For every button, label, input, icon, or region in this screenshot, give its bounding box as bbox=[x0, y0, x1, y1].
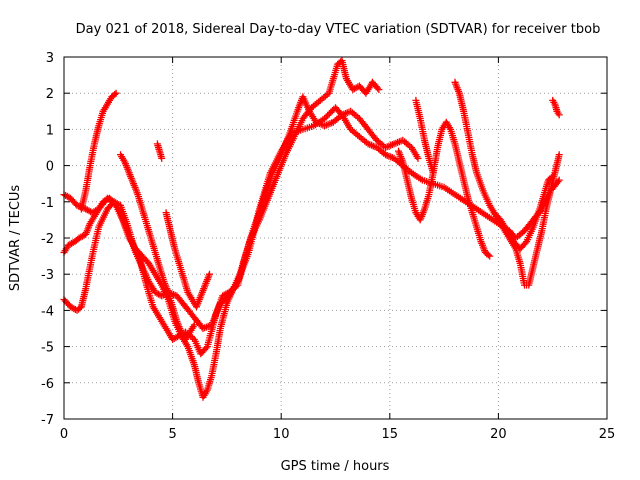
data-point bbox=[322, 113, 330, 121]
data-point bbox=[484, 251, 492, 259]
series-arc-8 bbox=[395, 118, 494, 260]
chart-title: Day 021 of 2018, Sidereal Day-to-day VTE… bbox=[76, 22, 601, 37]
series-arc-12 bbox=[549, 96, 563, 119]
data-point bbox=[202, 344, 210, 352]
x-tick-label: 10 bbox=[273, 427, 290, 442]
y-tick-label: -7 bbox=[41, 413, 54, 428]
data-point bbox=[555, 151, 563, 159]
x-tick-labels: 0 5 10 15 20 25 bbox=[60, 427, 615, 442]
data-point bbox=[554, 178, 562, 186]
x-tick-label: 0 bbox=[60, 427, 68, 442]
x-tick-label: 25 bbox=[599, 427, 616, 442]
series-arc-1 bbox=[60, 104, 563, 332]
y-axis-label: SDTVAR / TECUs bbox=[8, 185, 23, 292]
x-tick-label: 5 bbox=[168, 427, 176, 442]
series-arc-11 bbox=[490, 173, 557, 253]
series-arc-6 bbox=[153, 140, 166, 162]
series-arc-4 bbox=[77, 89, 120, 213]
data-point bbox=[374, 84, 382, 92]
y-tick-label: -3 bbox=[41, 268, 54, 283]
data-point bbox=[555, 176, 563, 184]
y-tick-label: 1 bbox=[46, 123, 54, 138]
y-tick-label: -4 bbox=[41, 304, 54, 319]
series-arc-7 bbox=[162, 209, 213, 311]
x-axis-label: GPS time / hours bbox=[281, 459, 390, 474]
data-point bbox=[547, 174, 555, 182]
y-tick-label: 3 bbox=[46, 51, 54, 66]
y-tick-label: -1 bbox=[41, 196, 54, 211]
data-point bbox=[111, 90, 119, 98]
data-point bbox=[112, 89, 120, 97]
data-point bbox=[414, 154, 422, 162]
data-point bbox=[429, 169, 437, 177]
y-tick-label: 0 bbox=[46, 160, 54, 175]
series-arc-5 bbox=[117, 151, 198, 343]
plot-frame bbox=[63, 56, 608, 420]
data-point bbox=[327, 108, 335, 116]
data-points bbox=[60, 57, 563, 401]
y-tick-labels: -7 -6 -5 -4 -3 -2 -1 0 1 2 3 bbox=[41, 51, 54, 428]
data-point bbox=[549, 173, 557, 180]
series-arc-9 bbox=[412, 96, 437, 177]
y-tick-label: -5 bbox=[41, 341, 54, 356]
data-point bbox=[190, 321, 198, 329]
y-tick-label: -6 bbox=[41, 377, 54, 392]
data-point bbox=[486, 252, 494, 260]
y-tick-label: -2 bbox=[41, 232, 54, 247]
data-point bbox=[325, 110, 333, 118]
x-tick-label: 20 bbox=[490, 427, 507, 442]
data-point bbox=[555, 111, 563, 119]
data-point bbox=[206, 270, 213, 278]
y-tick-label: 2 bbox=[46, 87, 54, 102]
data-point bbox=[158, 154, 166, 162]
x-tick-label: 15 bbox=[382, 427, 399, 442]
data-point bbox=[324, 111, 332, 119]
series-arc-3 bbox=[60, 93, 422, 401]
data-point bbox=[321, 115, 329, 122]
data-point bbox=[375, 86, 383, 94]
series-arc-10 bbox=[451, 78, 563, 289]
data-point bbox=[372, 135, 379, 143]
